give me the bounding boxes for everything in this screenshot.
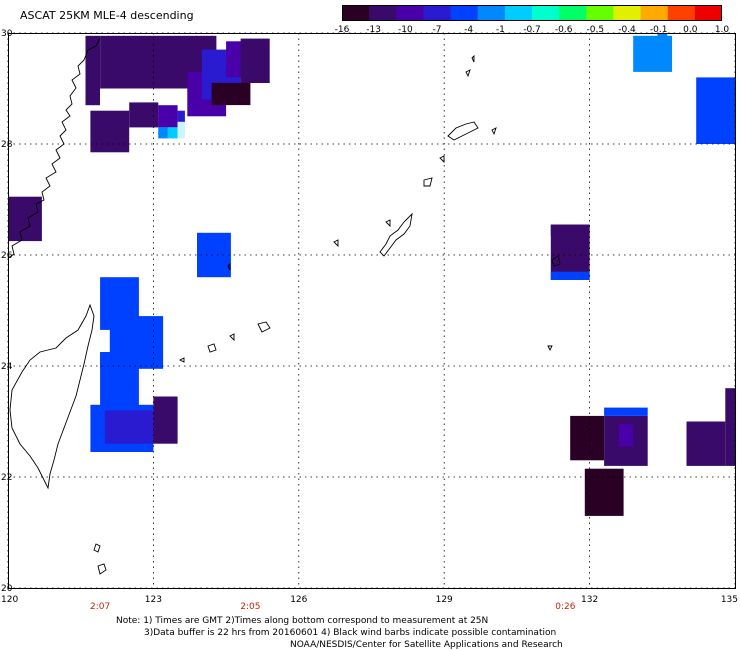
- latitude-label: 22: [1, 473, 12, 483]
- colorbar-swatch: [694, 5, 722, 21]
- latitude-label: 28: [1, 140, 13, 150]
- map-title: ASCAT 25KM MLE-4 descending: [20, 9, 194, 22]
- wind-cell: [686, 421, 726, 466]
- wind-cell: [158, 127, 168, 139]
- colorbar-labels: -16 -13 -10 -7 -4 -1 -0.7 -0.6 -0.5 -0.4 -0.1 0.0 1.…: [328, 25, 738, 37]
- colorbar-label: -16: [334, 25, 350, 35]
- wind-cell: [657, 33, 668, 42]
- colorbar-swatch: [504, 5, 533, 21]
- wind-cell: [90, 110, 130, 153]
- colorbar-swatch: [423, 5, 452, 21]
- colorbar-label: -10: [397, 25, 413, 35]
- colorbar-swatch: [342, 5, 370, 21]
- wind-cell: [167, 127, 178, 139]
- colorbar-label: -0.1: [649, 25, 668, 35]
- latitude-label: 24: [1, 362, 13, 372]
- longitude-label: 129: [436, 595, 453, 605]
- colorbar-swatch: [532, 5, 560, 21]
- colorbar-swatch: [586, 5, 614, 21]
- colorbar-swatch: [613, 5, 642, 21]
- colorbar-swatch: [667, 5, 696, 21]
- colorbar-swatch: [396, 5, 424, 21]
- colorbar-label: -1: [495, 25, 505, 35]
- colorbar-label: 0.0: [683, 25, 698, 35]
- time-label: 2:07: [90, 602, 110, 612]
- note-line-2: 3)Data buffer is 22 hrs from 20160601 4)…: [144, 628, 557, 638]
- wind-cell: [550, 224, 590, 236]
- time-label: 2:05: [240, 602, 260, 612]
- wind-cell: [550, 271, 590, 280]
- wind-cell: [725, 388, 735, 466]
- longitude-label: 135: [721, 595, 738, 605]
- colorbar-label: 1.0: [714, 25, 730, 35]
- wind-cell: [604, 407, 648, 416]
- latitude-label: 20: [1, 584, 13, 594]
- wind-cell: [618, 424, 634, 447]
- colorbar-label: -0.4: [618, 25, 636, 35]
- colorbar-label: -13: [366, 25, 382, 35]
- note-line-3: NOAA/NESDIS/Center for Satellite Applica…: [290, 640, 563, 650]
- wind-cell: [177, 110, 185, 122]
- wind-cell: [584, 468, 624, 516]
- colorbar-swatch: [477, 5, 506, 21]
- wind-cell: [177, 121, 185, 139]
- wind-cell: [104, 410, 154, 444]
- colorbar-label: -7: [432, 25, 442, 35]
- longitude-label: 126: [290, 595, 307, 605]
- longitude-label: 120: [1, 595, 18, 605]
- colorbar-swatch: [559, 5, 587, 21]
- map-frame: [8, 33, 736, 589]
- wind-cell: [197, 232, 231, 278]
- colorbar-swatch: [369, 5, 397, 21]
- colorbar-swatch: [450, 5, 479, 21]
- colorbar-label: -4: [464, 25, 474, 35]
- colorbar: [342, 5, 722, 21]
- wind-cell: [570, 415, 605, 461]
- wind-cell: [696, 77, 735, 144]
- note-line-1: Note: 1) Times are GMT 2)Times along bot…: [116, 616, 489, 626]
- latitude-label: 26: [1, 251, 13, 261]
- wind-cell: [129, 102, 159, 128]
- longitude-label: 132: [581, 595, 598, 605]
- wind-cell: [158, 105, 178, 128]
- wind-cell: [211, 82, 251, 106]
- colorbar-label: -0.5: [586, 25, 605, 35]
- wind-cell: [100, 352, 139, 411]
- coastline: [7, 37, 561, 575]
- wind-cell: [633, 35, 672, 72]
- longitude-label: 123: [145, 595, 162, 605]
- colorbar-swatch: [640, 5, 669, 21]
- latitude-label: 30: [1, 29, 13, 39]
- colorbar-label: -0.6: [554, 25, 573, 35]
- wind-cell: [153, 396, 178, 444]
- wind-cell: [240, 38, 270, 83]
- wind-cell: [85, 35, 100, 106]
- colorbar-label: -0.7: [523, 25, 541, 35]
- time-label: 0:26: [555, 602, 575, 612]
